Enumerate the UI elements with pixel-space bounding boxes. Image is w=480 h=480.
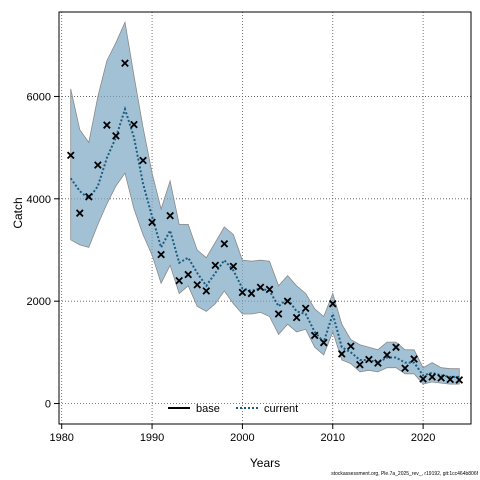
observed-marker [130, 120, 138, 129]
y-tick-label: 2000 [27, 296, 51, 308]
legend-label-current: current [264, 403, 298, 415]
observed-marker [265, 285, 274, 294]
observed-marker [148, 218, 156, 227]
x-tick-label: 2010 [321, 432, 345, 444]
y-tick-label: 6000 [27, 91, 51, 103]
x-tick-label: 1990 [140, 432, 164, 444]
legend-label-base: base [196, 403, 220, 415]
y-axis-ticks: 0 2000 4000 6000 [27, 91, 59, 411]
plot-frame [58, 11, 472, 425]
observed-marker [365, 355, 373, 364]
x-tick-label: 1980 [49, 432, 73, 444]
y-tick-label: 4000 [27, 194, 51, 206]
observed-marker [202, 287, 211, 295]
observed-marker [301, 304, 310, 313]
observed-catch-markers [66, 59, 464, 384]
observed-marker [346, 342, 355, 351]
observed-marker [310, 331, 319, 340]
observed-marker [184, 270, 193, 279]
observed-marker [220, 240, 229, 248]
y-tick-label: 0 [45, 399, 51, 411]
observed-marker [455, 376, 464, 384]
footnote: stockassessment.org, Ple.7a_2025_rev_, r… [331, 471, 478, 477]
observed-marker [247, 289, 256, 298]
observed-marker [211, 261, 220, 270]
observed-marker [66, 151, 75, 160]
observed-marker [229, 262, 238, 271]
observed-marker [166, 211, 174, 220]
observed-marker [94, 161, 102, 169]
observed-marker [175, 276, 184, 285]
observed-marker [274, 310, 283, 318]
x-axis-title: Years [250, 456, 280, 470]
x-tick-label: 2020 [411, 432, 435, 444]
observed-marker [446, 375, 455, 384]
x-axis-ticks: 1980 1990 2000 2010 2020 [49, 424, 435, 444]
observed-marker [437, 374, 446, 382]
observed-marker [139, 156, 147, 165]
series-line-current [69, 105, 460, 378]
observed-marker [256, 283, 265, 292]
x-tick-label: 2000 [230, 432, 254, 444]
observed-marker [401, 364, 409, 373]
observed-marker [428, 373, 436, 381]
observed-marker [157, 250, 165, 259]
observed-marker [337, 350, 346, 358]
observed-marker [419, 375, 427, 383]
observed-marker [103, 121, 111, 129]
observed-marker [193, 280, 202, 289]
observed-marker [84, 192, 93, 201]
observed-marker [238, 288, 247, 297]
y-axis-title: Catch [11, 197, 25, 228]
confidence-band [70, 20, 460, 385]
observed-marker [410, 355, 418, 363]
observed-marker [356, 360, 364, 369]
observed-marker [292, 313, 301, 322]
observed-marker [383, 351, 391, 359]
observed-marker [374, 359, 382, 367]
observed-marker [283, 297, 292, 306]
observed-marker [75, 209, 84, 217]
observed-marker [121, 59, 129, 68]
legend: base current [168, 403, 298, 415]
observed-marker [328, 299, 337, 308]
observed-marker [319, 338, 328, 347]
observed-marker [392, 343, 400, 352]
observed-marker [112, 132, 120, 140]
